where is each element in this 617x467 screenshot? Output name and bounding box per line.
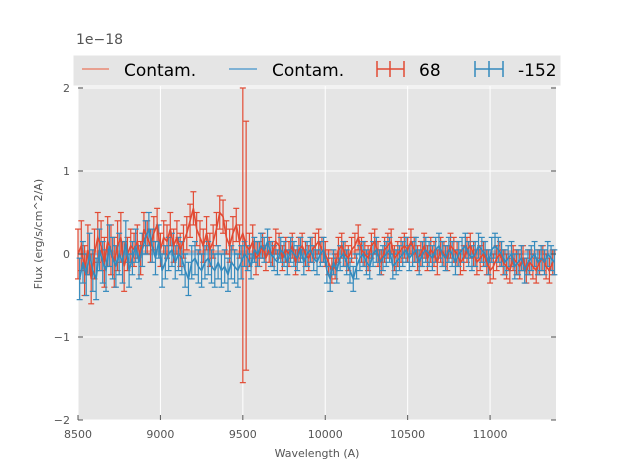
legend-label-contam-68: Contam. <box>124 61 196 81</box>
series-line-0 <box>77 208 554 280</box>
x-tick-label-5: 11000 <box>473 428 508 441</box>
y-tick-label-4: 2 <box>63 82 70 95</box>
y-tick-label-2: 0 <box>63 248 70 261</box>
legend: Contam. Contam. 68 -152 <box>72 54 562 87</box>
x-tick-label-2: 9500 <box>229 428 257 441</box>
x-tick-label-4: 10500 <box>390 428 425 441</box>
legend-label-68: 68 <box>419 61 441 81</box>
x-tick-label-0: 8500 <box>64 428 92 441</box>
x-axis-label: Wavelength (A) <box>275 447 360 460</box>
legend-label-contam-152: Contam. <box>272 61 344 81</box>
y-tick-label-1: −1 <box>54 331 70 344</box>
tick-labels: 8500 9000 9500 10000 10500 11000 −2 −1 0 1 2 <box>54 82 508 441</box>
x-tick-label-1: 9000 <box>146 428 174 441</box>
legend-errorbar-152 <box>474 61 504 77</box>
y-tick-label-0: −2 <box>54 414 70 427</box>
legend-label-152: -152 <box>518 61 557 81</box>
series-line-1 <box>78 226 555 282</box>
y-tick-label-3: 1 <box>63 165 70 178</box>
series-lines <box>77 208 555 282</box>
x-tick-label-3: 10000 <box>308 428 343 441</box>
legend-box <box>72 54 562 87</box>
y-axis-label: Flux (erg/s/cm^2/A) <box>32 179 45 289</box>
legend-errorbar-68 <box>376 61 405 77</box>
y-offset-text: 1e−18 <box>76 32 123 48</box>
